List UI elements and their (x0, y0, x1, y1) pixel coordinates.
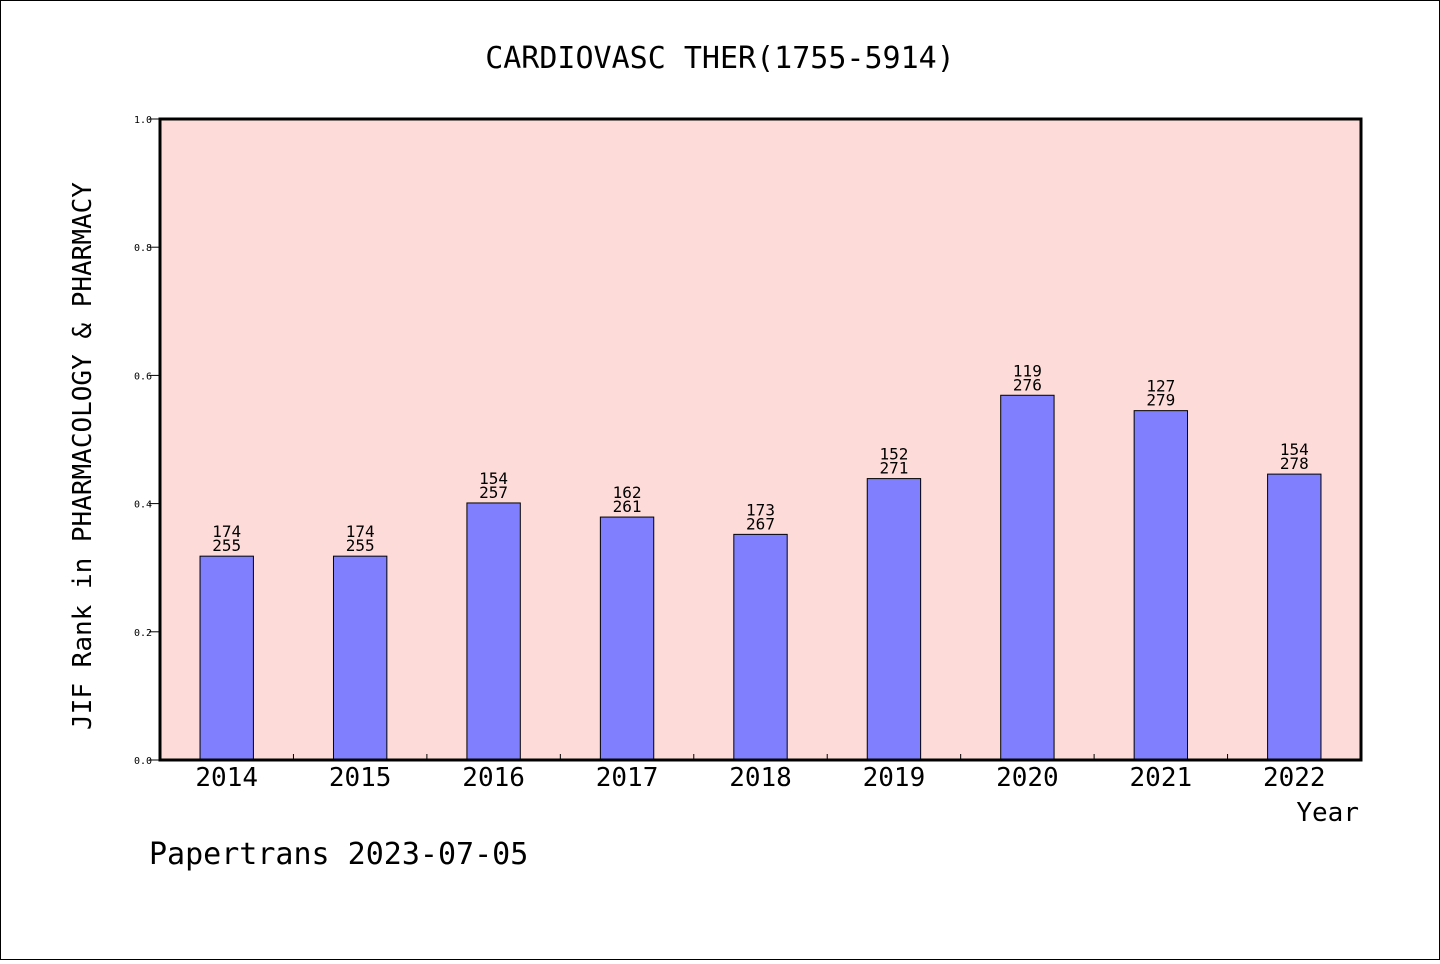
rank-label: 173 (746, 500, 775, 519)
rank-label: 152 (879, 445, 908, 464)
footer-text: Papertrans 2023-07-05 (149, 837, 528, 872)
bar-2016 (466, 502, 521, 761)
x-tick-label: 2019 (863, 763, 926, 793)
x-tick-label: 2017 (596, 763, 659, 793)
bar-2015 (332, 555, 388, 761)
chart-title: CARDIOVASC THER(1755-5914) (485, 41, 955, 76)
total-label: 255 (346, 536, 375, 555)
y-tick-label: 0.2 (134, 628, 152, 639)
rank-label: 154 (479, 469, 508, 488)
y-tick-label: 0.6 (134, 371, 152, 382)
total-label: 278 (1280, 454, 1309, 473)
total-label: 267 (746, 514, 775, 533)
total-label: 257 (479, 483, 508, 502)
x-tick-label: 2015 (329, 763, 392, 793)
y-tick-label: 0.8 (134, 243, 152, 254)
total-label: 261 (613, 497, 642, 516)
rank-label: 127 (1146, 377, 1175, 396)
bar-2021 (1133, 410, 1189, 761)
y-axis-label: JIF Rank in PHARMACOLOGY & PHARMACY (68, 182, 98, 730)
rank-label: 174 (346, 522, 375, 541)
x-ticks-group: 2014 2015 2016 2017 2018 2019 2020 2021 2022 (195, 754, 1326, 793)
y-tick-label: 0.4 (134, 500, 152, 511)
total-label: 271 (879, 459, 908, 478)
plot-border (158, 117, 1363, 762)
bar-2022 (1267, 473, 1322, 761)
bar-2014 (199, 555, 254, 761)
rank-label: 162 (613, 483, 642, 502)
bar-2020 (1000, 394, 1055, 761)
x-tick-label: 2022 (1263, 763, 1326, 793)
x-tick-label: 2016 (462, 763, 525, 793)
y-ticks-group: 0.0 0.2 0.4 0.6 0.8 1.0 (134, 115, 160, 767)
bar-2019 (866, 478, 922, 761)
x-tick-label: 2014 (195, 763, 258, 793)
bar-2018 (733, 533, 788, 761)
rank-label: 174 (212, 522, 241, 541)
x-tick-label: 2018 (729, 763, 792, 793)
y-tick-label: 0.0 (134, 756, 152, 767)
x-tick-label: 2020 (996, 763, 1059, 793)
y-tick-label: 1.0 (134, 115, 152, 126)
x-axis-label: Year (1296, 798, 1359, 828)
rank-label: 154 (1280, 440, 1309, 459)
total-label: 276 (1013, 375, 1042, 394)
bar-2017 (599, 516, 655, 761)
total-label: 279 (1146, 391, 1175, 410)
x-tick-label: 2021 (1130, 763, 1193, 793)
rank-label: 119 (1013, 361, 1042, 380)
total-label: 255 (212, 536, 241, 555)
